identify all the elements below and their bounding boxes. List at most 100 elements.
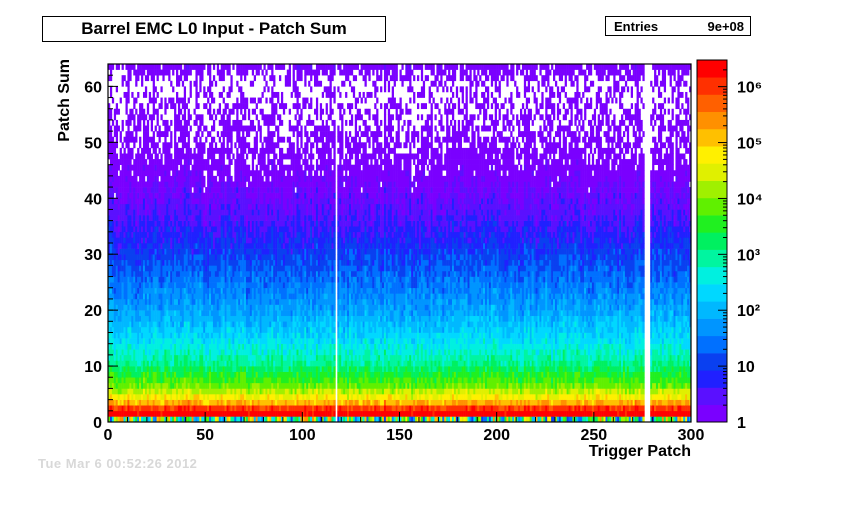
heatmap-cell [201, 243, 204, 249]
heatmap-cell [191, 248, 194, 255]
heatmap-cell [205, 321, 208, 328]
heatmap-cell [259, 321, 262, 328]
heatmap-cell [119, 131, 122, 138]
heatmap-cell [191, 382, 194, 389]
heatmap-cell [236, 270, 239, 277]
heatmap-cell [261, 114, 264, 121]
heatmap-cell [205, 243, 208, 249]
heatmap-cell [238, 136, 241, 143]
heatmap-cell [226, 410, 229, 417]
heatmap-cell [121, 416, 124, 423]
heatmap-cell [236, 187, 239, 193]
heatmap-cell [251, 198, 255, 205]
heatmap-cell [127, 248, 130, 255]
heatmap-cell [160, 86, 163, 93]
heatmap-cell [162, 119, 165, 126]
heatmap-cell [187, 360, 190, 367]
heatmap-cell [164, 220, 167, 227]
heatmap-cell [267, 159, 270, 165]
heatmap-cell [195, 220, 198, 227]
heatmap-cell [203, 360, 206, 367]
heatmap-cell [224, 399, 227, 406]
heatmap-cell [137, 153, 140, 160]
heatmap-cell [279, 416, 282, 423]
heatmap-cell [154, 215, 157, 221]
heatmap-cell [255, 394, 258, 400]
heatmap-cell [195, 164, 198, 171]
heatmap-cell [174, 371, 177, 378]
heatmap-cell [139, 287, 142, 294]
heatmap-cell [162, 231, 165, 238]
heatmap-cell [279, 315, 282, 322]
heatmap-cell [123, 382, 126, 389]
heatmap-cell [150, 220, 153, 227]
heatmap-cell [139, 108, 142, 115]
heatmap-cell [197, 315, 200, 322]
heatmap-cell [123, 181, 126, 188]
heatmap-cell [183, 366, 187, 372]
heatmap-cell [240, 75, 243, 82]
heatmap-cell [152, 248, 155, 255]
heatmap-cell [273, 276, 276, 283]
heatmap-cell [212, 159, 216, 165]
heatmap-cell [236, 254, 239, 261]
heatmap-cell [212, 388, 216, 395]
heatmap-cell [176, 175, 179, 182]
heatmap-cell [207, 215, 210, 221]
heatmap-cell [170, 142, 173, 149]
heatmap-cell [152, 343, 155, 350]
heatmap-cell [230, 416, 233, 423]
heatmap-cell [209, 192, 212, 199]
heatmap-cells [108, 64, 692, 423]
heatmap-cell [166, 237, 169, 244]
heatmap-cell [280, 321, 284, 328]
heatmap-cell [148, 114, 152, 121]
heatmap-cell [191, 399, 194, 406]
heatmap-cell [154, 287, 157, 294]
heatmap-cell [139, 394, 142, 400]
heatmap-cell [197, 394, 200, 400]
heatmap-cell [242, 382, 245, 389]
heatmap-cell [212, 203, 216, 210]
heatmap-cell [144, 326, 148, 333]
heatmap-cell [160, 243, 163, 249]
heatmap-cell [267, 338, 270, 344]
heatmap-cell [259, 371, 262, 378]
heatmap-cell [224, 259, 227, 266]
heatmap-cell [197, 209, 200, 216]
heatmap-cell [117, 332, 120, 339]
heatmap-cell [220, 366, 223, 372]
heatmap-cell [146, 231, 150, 238]
heatmap-cell [197, 69, 200, 76]
heatmap-cell [150, 377, 153, 384]
heatmap-cell [115, 287, 119, 294]
heatmap-cell [131, 237, 134, 244]
heatmap-cell [271, 416, 274, 423]
heatmap-cell [133, 310, 136, 317]
heatmap-cell [148, 243, 152, 249]
heatmap-cell [189, 276, 192, 283]
heatmap-cell [280, 243, 284, 249]
heatmap-cell [253, 170, 256, 177]
heatmap-cell [166, 243, 169, 249]
heatmap-cell [174, 338, 177, 344]
heatmap-cell [261, 326, 264, 333]
heatmap-cell [144, 287, 148, 294]
heatmap-cell [158, 69, 161, 76]
heatmap-cell [277, 170, 280, 177]
heatmap-cell [193, 377, 196, 384]
heatmap-cell [222, 142, 225, 149]
heatmap-cell [218, 410, 222, 417]
heatmap-cell [183, 377, 187, 384]
heatmap-cell [156, 265, 159, 272]
heatmap-cell [179, 64, 183, 70]
heatmap-cell [115, 265, 119, 272]
heatmap-cell [164, 315, 167, 322]
heatmap-cell [109, 399, 113, 406]
heatmap-cell [249, 399, 253, 406]
heatmap-cell [193, 405, 196, 412]
heatmap-cell [117, 405, 120, 412]
heatmap-cell [177, 187, 181, 193]
heatmap-cell [135, 354, 138, 361]
heatmap-cell [111, 298, 115, 305]
